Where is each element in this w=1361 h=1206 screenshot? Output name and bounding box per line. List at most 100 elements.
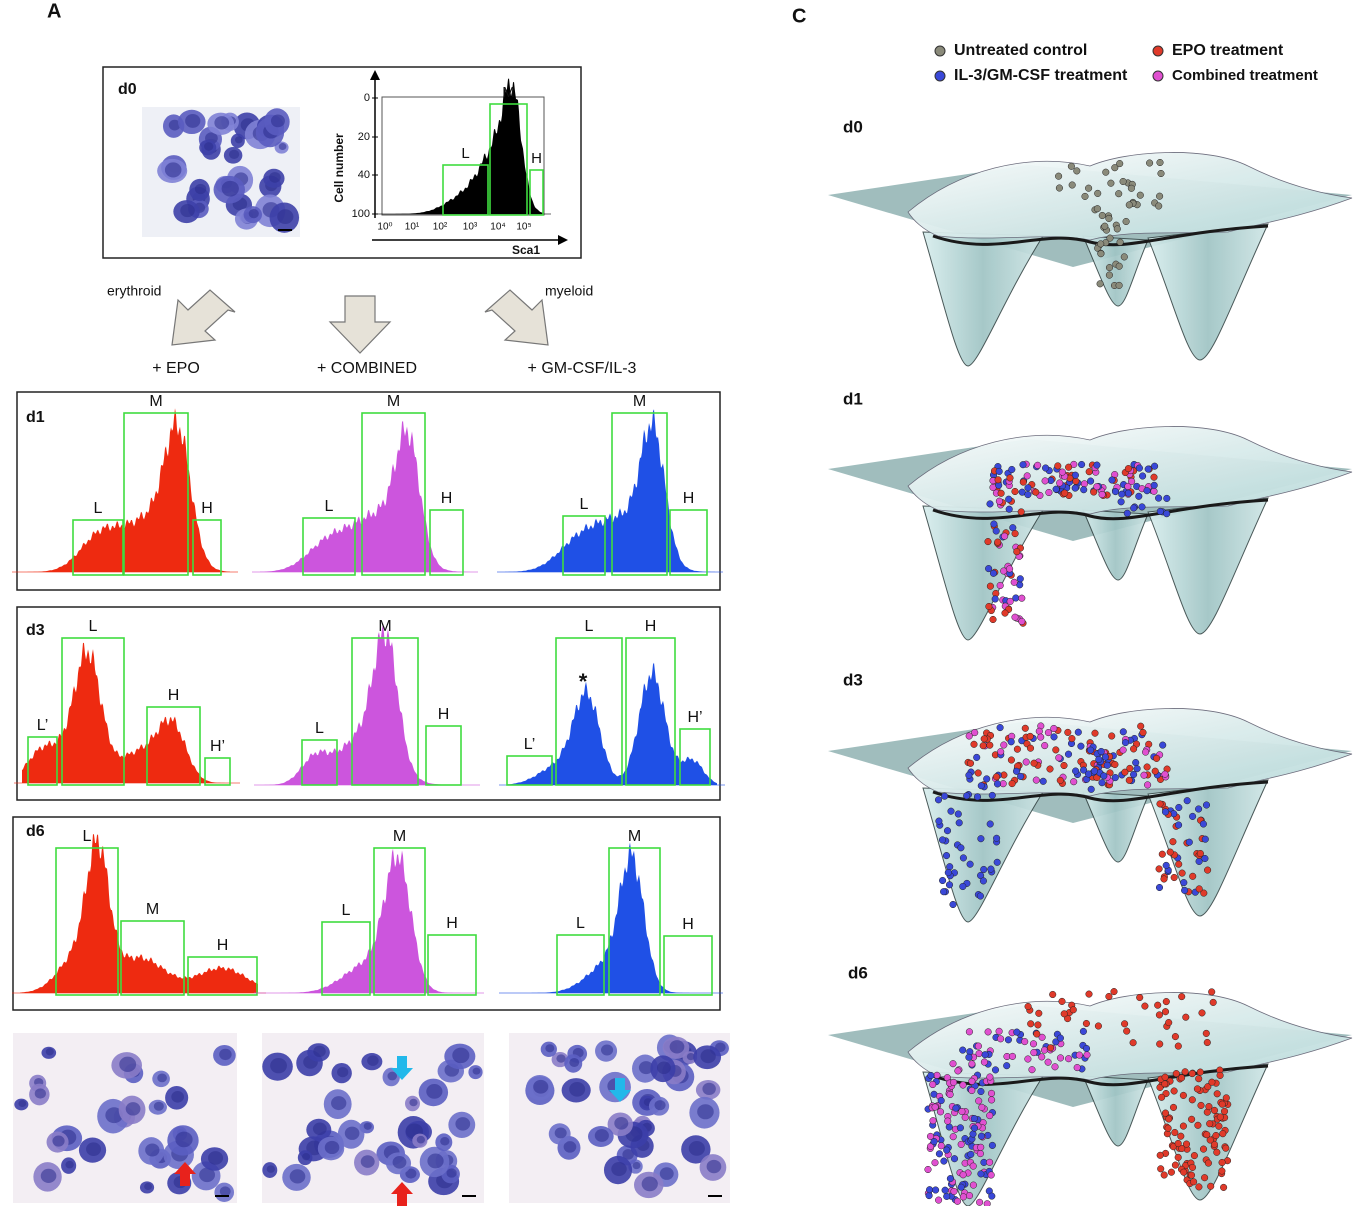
cell-nucleus — [641, 1176, 658, 1192]
cell-dot — [1165, 1019, 1173, 1027]
cell-dot — [1143, 763, 1151, 771]
day-frame — [16, 606, 721, 801]
cell-dot — [1189, 812, 1197, 820]
cell-dot — [1111, 774, 1119, 782]
cell-dot — [1115, 190, 1123, 198]
cell-dot — [1050, 724, 1058, 733]
cell-dot — [988, 1192, 996, 1200]
cell-dot — [1171, 1128, 1179, 1137]
cell-nucleus — [360, 1155, 375, 1168]
cell-dot — [1055, 754, 1063, 762]
cell-dot — [1111, 760, 1119, 769]
cell-dot — [965, 732, 973, 740]
cell-dot — [965, 1028, 973, 1036]
gate — [489, 103, 528, 216]
legend-label: EPO treatment — [1172, 42, 1284, 59]
gate — [663, 935, 713, 996]
cell-dot — [1213, 1148, 1221, 1156]
cell-dot — [952, 1104, 960, 1112]
cell-nucleus — [204, 142, 214, 151]
cell-nucleus — [427, 1153, 444, 1169]
treatment-label: + COMBINED — [317, 360, 417, 377]
cell-dot — [971, 729, 979, 737]
cell-nucleus — [125, 1102, 141, 1116]
cell-nucleus — [569, 1082, 586, 1097]
cell-dot — [1120, 253, 1128, 261]
well — [922, 787, 1044, 923]
cell-dot — [1185, 838, 1193, 846]
cell-dot — [1202, 1029, 1210, 1037]
cell-dot — [1006, 597, 1014, 605]
well — [1082, 235, 1149, 307]
cell-dot — [980, 735, 988, 743]
cell-dot — [1097, 747, 1105, 756]
cell-dot — [1210, 1106, 1219, 1114]
arrow-label: myeloid — [545, 283, 593, 299]
cell-dot — [1165, 1115, 1173, 1123]
cell-dot — [930, 1138, 938, 1146]
cell-dot — [1105, 992, 1113, 1001]
cell-dot — [957, 1183, 965, 1191]
cell-dot — [949, 900, 957, 909]
cell-nucleus — [86, 1142, 102, 1156]
cell-dot — [1024, 1055, 1032, 1063]
cell-dot — [1124, 465, 1132, 473]
cell-dot — [955, 819, 963, 827]
cell-dot — [933, 1071, 941, 1079]
cell-dot — [1090, 767, 1099, 775]
cell-dot — [977, 1132, 986, 1140]
cell-dot — [1098, 490, 1106, 499]
cell-dot — [968, 1086, 976, 1095]
cell-dot — [1100, 772, 1108, 780]
cell-dot — [1169, 1103, 1178, 1111]
cell-dot — [1205, 1103, 1213, 1111]
cell-dot — [1195, 1075, 1203, 1083]
cell-dot — [983, 775, 991, 783]
cell-dot — [975, 1097, 983, 1105]
cell-dot — [965, 771, 973, 779]
cell-dot — [1119, 177, 1127, 186]
cell-dot — [1216, 1071, 1224, 1079]
cell-dot — [1208, 1078, 1216, 1086]
cell-dot — [1083, 1051, 1091, 1059]
cell-nucleus — [446, 1168, 457, 1178]
cell-nucleus — [702, 1082, 716, 1095]
cell-dot — [970, 1124, 979, 1132]
gate-label: L — [461, 145, 469, 162]
cell-dot — [1006, 565, 1014, 573]
gate — [192, 519, 222, 576]
cell-nucleus — [545, 1044, 555, 1053]
gate-label: M — [628, 828, 641, 845]
cell-nucleus — [40, 1168, 57, 1183]
cell-dot — [1042, 464, 1050, 472]
cell-dot — [1087, 477, 1095, 485]
cell-nucleus — [221, 180, 239, 197]
cell-dot — [1121, 768, 1129, 776]
cell-nucleus — [168, 119, 181, 131]
cell-dot — [1046, 765, 1054, 773]
gate — [27, 736, 58, 786]
cell-dot — [944, 869, 952, 877]
cell-dot — [1061, 489, 1069, 497]
cell-dot — [1013, 548, 1021, 556]
cell-nucleus — [569, 1057, 580, 1067]
cell-dot — [1005, 505, 1013, 513]
cell-dot — [1178, 993, 1186, 1001]
cell-nucleus — [119, 1056, 137, 1073]
cell-dot — [1121, 1020, 1129, 1028]
cell-dot — [1032, 488, 1040, 496]
cell-dot — [1141, 1002, 1149, 1010]
landscape — [828, 708, 1353, 923]
cell-dot — [1078, 460, 1086, 469]
scale-bar — [708, 1195, 722, 1197]
cell-nucleus — [657, 1061, 671, 1075]
cell-dot — [1161, 1008, 1170, 1016]
cell-dot — [954, 810, 962, 818]
cell-dot — [1197, 1101, 1205, 1109]
gate-label: L — [89, 618, 98, 635]
cell-dot — [1204, 1159, 1212, 1167]
cell-dot — [988, 791, 996, 799]
cell-dot — [1026, 732, 1034, 740]
cell-dot — [1097, 240, 1105, 248]
panel-letter: A — [47, 0, 61, 22]
